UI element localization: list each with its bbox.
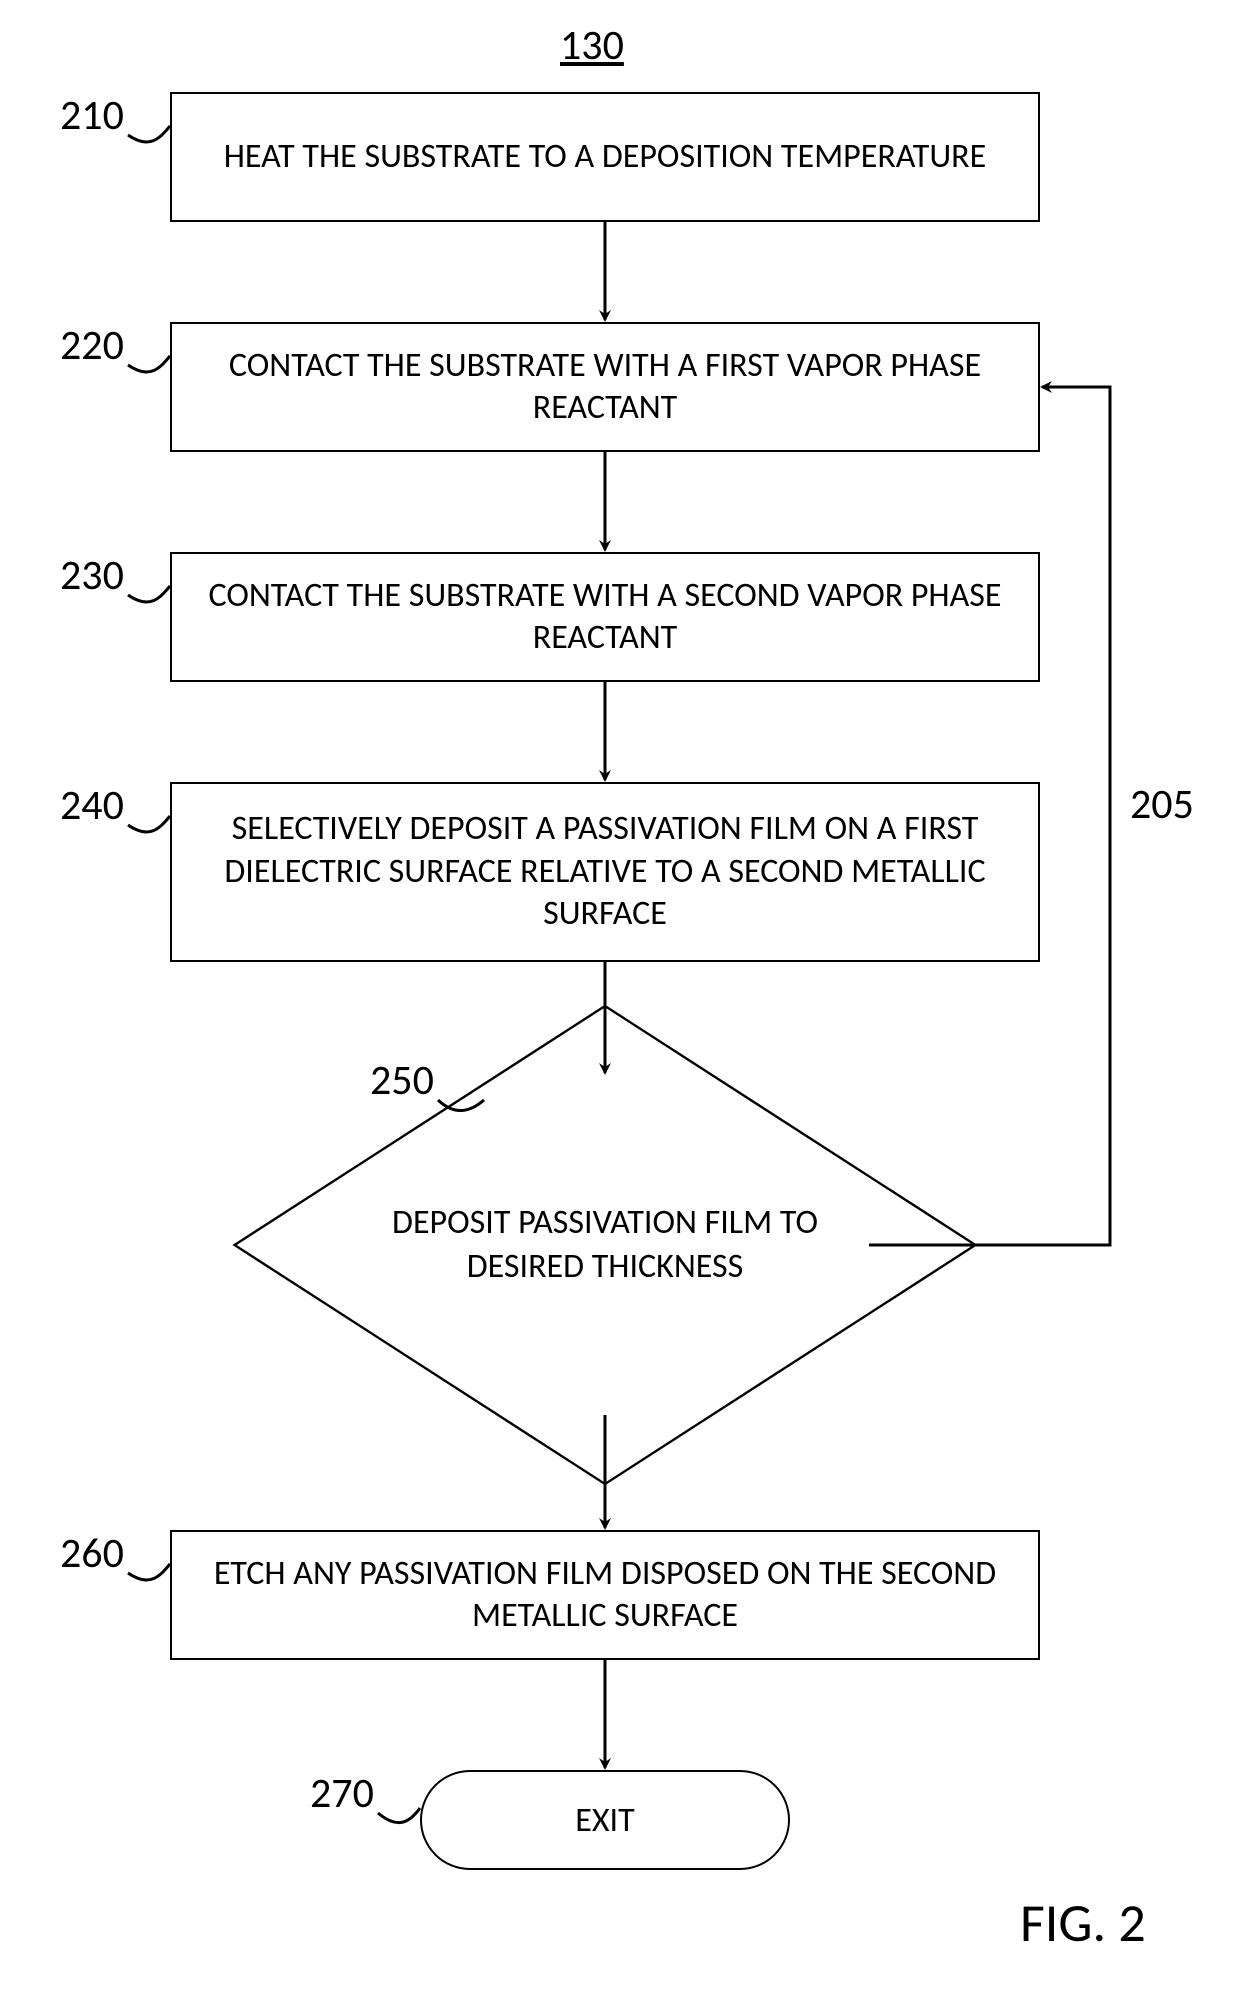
arrows-overlay: [0, 0, 1240, 1996]
ref-230: 230: [60, 550, 124, 601]
hook-210: [128, 126, 170, 142]
ref-270: 270: [310, 1768, 374, 1819]
step-250-text-wrap: DEPOSIT PASSIVATION FILM TO DESIRED THIC…: [340, 1115, 870, 1375]
hook-230: [128, 586, 170, 602]
step-230-text: CONTACT THE SUBSTRATE WITH A SECOND VAPO…: [192, 575, 1018, 660]
ref-205: 205: [1130, 779, 1194, 830]
step-210-box: HEAT THE SUBSTRATE TO A DEPOSITION TEMPE…: [170, 92, 1040, 222]
figure-label: FIG. 2: [1020, 1890, 1146, 1956]
step-230-box: CONTACT THE SUBSTRATE WITH A SECOND VAPO…: [170, 552, 1040, 682]
ref-220: 220: [60, 320, 124, 371]
step-240-text: SELECTIVELY DEPOSIT A PASSIVATION FILM O…: [192, 808, 1018, 936]
step-220-box: CONTACT THE SUBSTRATE WITH A FIRST VAPOR…: [170, 322, 1040, 452]
hook-260: [128, 1564, 170, 1580]
step-240-box: SELECTIVELY DEPOSIT A PASSIVATION FILM O…: [170, 782, 1040, 962]
step-250-text: DEPOSIT PASSIVATION FILM TO DESIRED THIC…: [380, 1201, 830, 1289]
step-270-text: EXIT: [575, 1800, 634, 1841]
step-210-text: HEAT THE SUBSTRATE TO A DEPOSITION TEMPE…: [224, 136, 987, 179]
ref-210: 210: [60, 90, 124, 141]
ref-260: 260: [60, 1528, 124, 1579]
ref-250: 250: [370, 1055, 434, 1106]
figure-number: 130: [560, 20, 624, 71]
step-220-text: CONTACT THE SUBSTRATE WITH A FIRST VAPOR…: [192, 345, 1018, 430]
step-270-terminator: EXIT: [420, 1770, 790, 1870]
hook-270: [378, 1808, 420, 1823]
hook-240: [128, 816, 170, 832]
step-260-text: ETCH ANY PASSIVATION FILM DISPOSED ON TH…: [192, 1553, 1018, 1638]
hook-220: [128, 356, 170, 372]
step-260-box: ETCH ANY PASSIVATION FILM DISPOSED ON TH…: [170, 1530, 1040, 1660]
ref-240: 240: [60, 780, 124, 831]
